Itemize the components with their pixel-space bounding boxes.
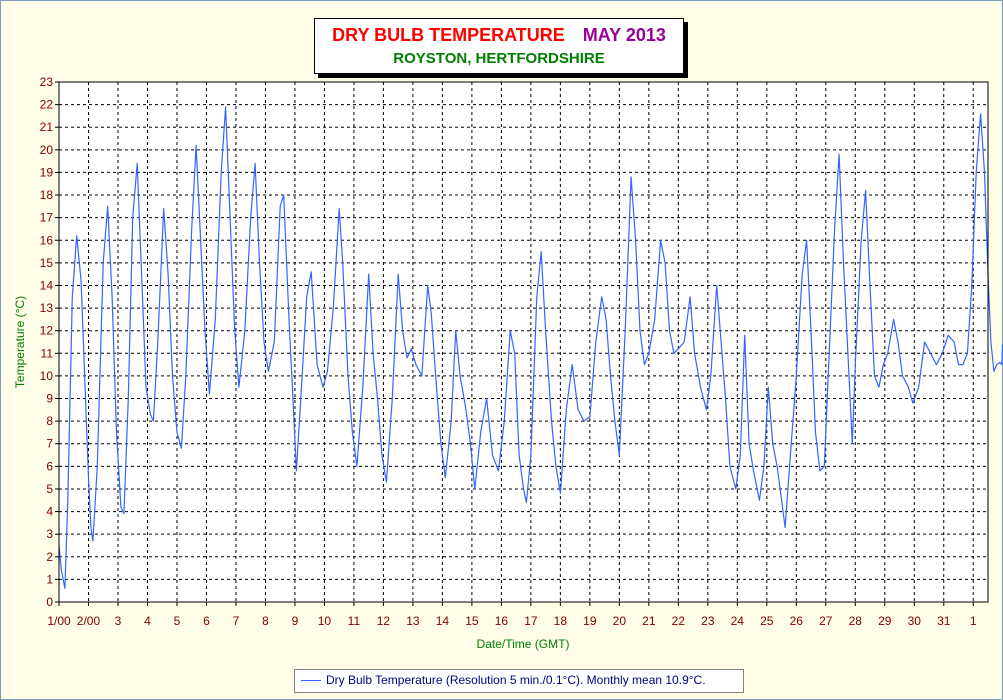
legend-line-swatch — [301, 680, 321, 681]
x-tick-label: 20 — [613, 614, 627, 628]
y-tick-label: 3 — [46, 527, 53, 541]
x-tick-label: 27 — [819, 614, 833, 628]
chart-subtitle: ROYSTON, HERTFORDSHIRE — [393, 50, 605, 67]
x-tick-label: 5 — [174, 614, 181, 628]
y-tick-label: 10 — [40, 369, 54, 383]
x-tick-label: 22 — [672, 614, 686, 628]
y-tick-label: 19 — [40, 165, 54, 179]
y-tick-label: 9 — [46, 392, 53, 406]
x-tick-label: 8 — [262, 614, 269, 628]
x-tick-label: 1 — [970, 614, 977, 628]
series-layer — [58, 106, 1003, 590]
y-tick-label: 2 — [46, 550, 53, 564]
chart-title: DRY BULB TEMPERATURE MAY 2013 — [315, 25, 683, 46]
plot-border — [58, 81, 989, 603]
x-tick-label: 11 — [348, 614, 361, 628]
y-tick-label: 8 — [46, 414, 53, 428]
legend-label: Dry Bulb Temperature (Resolution 5 min./… — [326, 673, 706, 687]
y-tick-label: 7 — [46, 437, 53, 451]
x-tick-label: 18 — [554, 614, 568, 628]
x-tick-label: 19 — [583, 614, 597, 628]
x-tick-label: 17 — [524, 614, 538, 628]
legend: Dry Bulb Temperature (Resolution 5 min./… — [294, 669, 744, 693]
y-tick-label: 0 — [46, 595, 53, 609]
y-tick-label: 22 — [40, 98, 54, 112]
series-line-dry-bulb-temperature — [58, 106, 1003, 590]
x-tick-label: 29 — [878, 614, 892, 628]
x-tick-label: 14 — [436, 614, 450, 628]
y-tick-label: 20 — [40, 143, 54, 157]
chart-title-box: DRY BULB TEMPERATURE MAY 2013 ROYSTON, HE… — [314, 18, 684, 74]
x-tick-label: 24 — [731, 614, 745, 628]
plot-area — [59, 82, 988, 602]
y-tick-label: 13 — [40, 301, 54, 315]
x-tick-label: 10 — [318, 614, 332, 628]
y-tick-label: 18 — [40, 188, 54, 202]
x-tick-label: 28 — [849, 614, 863, 628]
x-tick-label: 7 — [233, 614, 240, 628]
x-tick-label: 26 — [790, 614, 804, 628]
x-tick-label: 23 — [701, 614, 715, 628]
x-tick-label: 15 — [465, 614, 479, 628]
y-tick-label: 14 — [40, 278, 54, 292]
x-tick-label: 12 — [377, 614, 391, 628]
y-tick-label: 12 — [40, 324, 54, 338]
y-axis-title: Temperature (°C) — [13, 296, 27, 388]
x-tick-label: 13 — [406, 614, 420, 628]
y-tick-label: 4 — [46, 505, 53, 519]
y-tick-label: 23 — [40, 75, 54, 89]
y-tick-label: 17 — [40, 211, 54, 225]
x-tick-label: 2/00 — [77, 614, 101, 628]
y-tick-label: 15 — [40, 256, 54, 270]
x-tick-label: 16 — [495, 614, 509, 628]
x-tick-label: 6 — [203, 614, 210, 628]
y-tick-label: 21 — [40, 120, 54, 134]
x-tick-label: 3 — [115, 614, 122, 628]
y-tick-label: 1 — [46, 572, 53, 586]
y-tick-label: 5 — [46, 482, 53, 496]
x-tick-label: 1/00 — [47, 614, 71, 628]
title-month: MAY 2013 — [582, 25, 666, 45]
x-tick-label: 30 — [908, 614, 922, 628]
x-tick-label: 9 — [292, 614, 299, 628]
x-tick-label: 31 — [937, 614, 951, 628]
x-axis-title: Date/Time (GMT) — [477, 637, 570, 651]
x-tick-label: 4 — [144, 614, 151, 628]
x-tick-label: 25 — [760, 614, 774, 628]
x-tick-labels: 1/00 2/00 3 4 5 6 7 8 9 10 11 12 13 14 15 16 17 18 19 20 21 2… — [47, 602, 977, 628]
title-main: DRY BULB TEMPERATURE — [332, 25, 565, 45]
y-tick-label: 11 — [41, 346, 54, 360]
y-tick-label: 16 — [40, 233, 54, 247]
y-tick-label: 6 — [46, 459, 53, 473]
x-tick-label: 21 — [642, 614, 656, 628]
